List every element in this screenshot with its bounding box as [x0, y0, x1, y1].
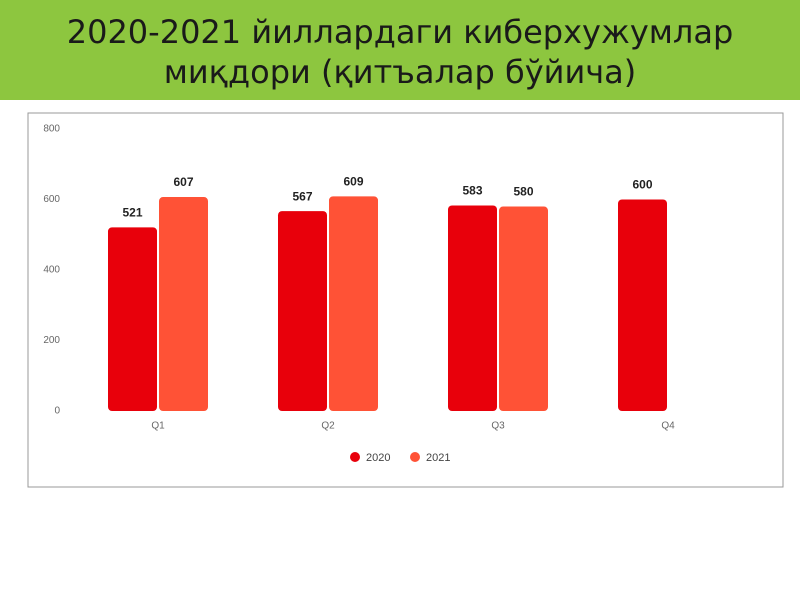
x-tick-label: Q2 — [321, 421, 335, 432]
value-label: 583 — [462, 184, 482, 198]
value-label: 607 — [173, 175, 193, 189]
header-bar — [0, 0, 800, 100]
bar — [108, 227, 157, 411]
x-tick-label: Q4 — [661, 421, 675, 432]
x-tick-label: Q3 — [491, 421, 505, 432]
y-tick-label: 400 — [43, 265, 60, 276]
legend-label: 2020 — [366, 452, 390, 464]
y-tick-label: 800 — [43, 124, 60, 135]
bar — [159, 197, 208, 411]
legend-marker — [350, 452, 360, 462]
value-label: 609 — [343, 174, 363, 188]
y-tick-label: 200 — [43, 335, 60, 346]
value-label: 521 — [122, 206, 142, 220]
value-label: 580 — [513, 185, 533, 199]
bar — [278, 211, 327, 411]
x-tick-label: Q1 — [151, 421, 165, 432]
legend-label: 2021 — [426, 452, 450, 464]
legend-marker — [410, 452, 420, 462]
value-label: 567 — [292, 189, 312, 203]
y-tick-label: 600 — [43, 194, 60, 205]
bar — [618, 199, 667, 411]
bar — [499, 206, 548, 411]
bar — [329, 196, 378, 411]
chart-title: 2020-2021 йиллардаги киберхужумлар миқдо… — [66, 13, 734, 91]
bar — [448, 205, 497, 411]
y-tick-label: 0 — [54, 406, 60, 417]
value-label: 600 — [632, 178, 652, 192]
